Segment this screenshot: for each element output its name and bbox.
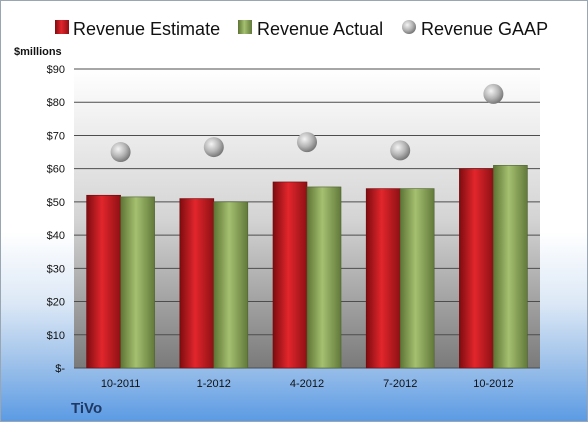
legend-swatch-estimate <box>55 20 69 34</box>
y-tick-label: $20 <box>47 297 65 309</box>
x-tick-label: 10-2012 <box>473 378 513 390</box>
y-tick-label: $10 <box>47 330 65 342</box>
bar-actual <box>399 188 435 369</box>
gaap-marker <box>110 142 131 163</box>
x-axis-ticks: 10-2011 1-2012 4-2012 7-2012 10-2012 <box>101 378 514 390</box>
y-axis-unit-label: $millions <box>14 46 62 58</box>
bars <box>86 165 528 369</box>
y-axis-ticks: $- $10 $20 $30 $40 $50 $60 $70 $80 $90 <box>47 64 66 375</box>
company-name: TiVo <box>71 400 102 417</box>
bar-actual <box>306 186 342 369</box>
gaap-marker <box>297 132 317 153</box>
gaap-marker <box>483 83 504 104</box>
y-tick-label: $50 <box>47 197 65 209</box>
legend-label-actual: Revenue Actual <box>257 19 383 39</box>
legend: Revenue Estimate Revenue Actual Revenue … <box>55 19 548 39</box>
legend-swatch-actual <box>238 20 252 34</box>
x-tick-label: 1-2012 <box>197 378 231 390</box>
bar-estimate <box>86 194 121 369</box>
x-tick-label: 7-2012 <box>383 378 417 390</box>
legend-label-estimate: Revenue Estimate <box>73 19 220 39</box>
gaap-marker <box>390 140 411 161</box>
y-tick-label: $80 <box>47 97 65 109</box>
x-tick-label: 4-2012 <box>290 378 324 390</box>
bar-estimate <box>365 188 401 369</box>
bar-actual <box>120 196 155 369</box>
y-tick-label: $90 <box>47 64 65 76</box>
y-tick-label: $70 <box>47 130 65 142</box>
y-tick-label: $60 <box>47 164 65 176</box>
legend-label-gaap: Revenue GAAP <box>421 19 548 39</box>
y-tick-label: $30 <box>47 263 65 275</box>
bar-estimate <box>272 181 308 369</box>
bar-estimate <box>459 168 494 369</box>
gaap-markers <box>110 83 504 163</box>
gaap-marker <box>203 137 224 158</box>
bar-estimate <box>179 198 215 369</box>
bar-actual <box>493 165 528 369</box>
y-tick-label: $40 <box>47 230 65 242</box>
x-tick-label: 10-2011 <box>101 378 141 390</box>
y-tick-label: $- <box>55 363 65 375</box>
legend-marker-gaap <box>402 20 416 34</box>
bar-actual <box>213 201 249 369</box>
